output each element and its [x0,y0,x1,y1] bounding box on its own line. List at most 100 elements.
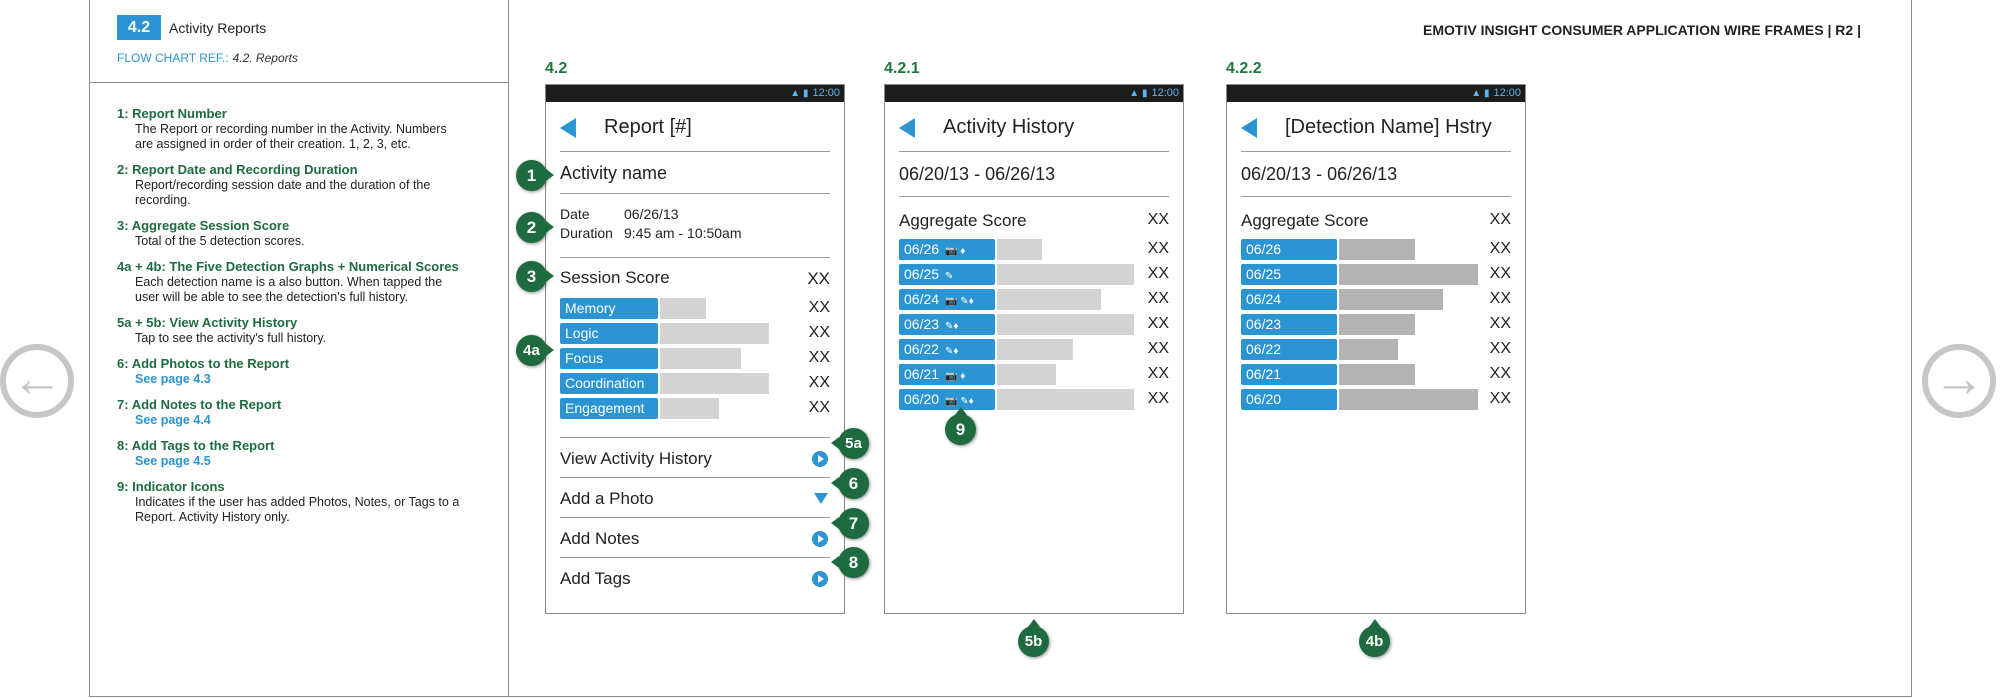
aggregate-value: XX [1489,211,1511,228]
next-page-arrow-icon[interactable]: → [1922,344,1996,418]
callout-6: 6 [831,468,869,499]
back-arrow-icon[interactable] [1241,118,1257,138]
note-item: 5a + 5b: View Activity History Tap to see… [117,315,477,346]
note-text: recording. [135,193,191,207]
date-duration-block: Date 06/26/13 Duration 9:45 am - 10:50am [560,194,830,258]
note-item: 2: Report Date and Recording Duration Rep… [117,162,477,208]
action-row[interactable]: Add Tags [560,558,830,598]
history-bar-track [997,264,1137,285]
detection-button[interactable]: Focus [560,348,658,369]
history-bar [997,389,1134,410]
column-divider [508,0,509,697]
history-row: 06/21 XX [1241,362,1511,387]
detection-bar [660,348,741,369]
detection-bar-track [660,298,800,319]
status-time: 12:00 [1493,87,1521,99]
note-page-link[interactable]: See page 4.3 [135,372,211,386]
note-heading: 1: Report Number [117,106,227,121]
history-score: XX [1147,340,1169,357]
note-page-link[interactable]: See page 4.5 [135,454,211,468]
wifi-battery-icon: ▲ ▮ [1129,88,1148,99]
history-date-button[interactable]: 06/23 ✎♦ [899,314,995,335]
detection-date-range: 06/20/13 - 06/26/13 [1241,164,1398,184]
history-score: XX [1489,390,1511,407]
history-date-button[interactable]: 06/22 [1241,339,1337,360]
history-bar-track [1339,289,1479,310]
history-bar [997,264,1134,285]
history-bar-track [1339,264,1479,285]
status-time: 12:00 [812,87,840,99]
action-label: Add Tags [560,569,631,588]
action-row[interactable]: Add a Photo [560,478,830,518]
history-date-button[interactable]: 06/24 [1241,289,1337,310]
callout-7: 7 [831,508,869,539]
back-arrow-icon[interactable] [560,118,576,138]
row-date: 06/25 [904,266,940,282]
history-bar [1339,239,1415,260]
detection-score: XX [808,399,830,416]
previous-page-arrow-icon[interactable]: ← [0,344,74,418]
history-date-button[interactable]: 06/26 [1241,239,1337,260]
callout-5b: 5b [1018,619,1049,657]
note-item: 3: Aggregate Session Score Total of the 5… [117,218,477,249]
report-title: Report [#] [604,116,692,138]
history-score: XX [1147,390,1169,407]
session-score-value: XX [807,269,830,288]
wifi-battery-icon: ▲ ▮ [790,88,809,99]
go-arrow-icon[interactable] [812,451,828,467]
action-label: Add Notes [560,529,640,548]
history-date-button[interactable]: 06/20 📷 ✎♦ [899,389,995,410]
history-bars: 06/26 📷 ♦ XX 06/25 ✎ XX 06/24 📷 ✎♦ XX 06/23 ✎♦ XX 06… [899,237,1169,412]
detection-row: Logic XX [560,321,830,346]
detection-button[interactable]: Coordination [560,373,658,394]
history-date-button[interactable]: 06/25 ✎ [899,264,995,285]
note-heading: 6: Add Photos to the Report [117,356,290,371]
history-score: XX [1147,240,1169,257]
action-row[interactable]: Add Notes [560,518,830,558]
dropdown-triangle-icon[interactable] [814,493,828,504]
history-date-button[interactable]: 06/21 [1241,364,1337,385]
aggregate-label: Aggregate Score [1241,211,1369,230]
back-arrow-icon[interactable] [899,118,915,138]
history-date-button[interactable]: 06/20 [1241,389,1337,410]
history-score: XX [1147,265,1169,282]
screen-label-detection-history: 4.2.2 [1226,60,1262,77]
history-bar-track [1339,314,1479,335]
history-row: 06/24 XX [1241,287,1511,312]
detection-bars: Memory XX Logic XX Focus XX Coordination XX Enga… [560,296,830,421]
detection-aggregate-row: Aggregate Score XX [1241,211,1511,231]
callout-9: 9 [945,407,976,445]
history-date-button[interactable]: 06/23 [1241,314,1337,335]
go-arrow-icon[interactable] [812,531,828,547]
detection-bar-track [660,398,800,419]
detection-button[interactable]: Engagement [560,398,658,419]
detection-row: Coordination XX [560,371,830,396]
history-row: 06/23 XX [1241,312,1511,337]
row-date: 06/21 [1246,366,1282,382]
report-screen: ▲ ▮ 12:00 Report [#] Activity name Date 06… [545,84,845,614]
history-date-button[interactable]: 06/24 📷 ✎♦ [899,289,995,310]
detection-bar-track [660,348,800,369]
history-date-button[interactable]: 06/22 ✎♦ [899,339,995,360]
header-divider [89,82,509,83]
go-arrow-icon[interactable] [812,571,828,587]
history-bar [1339,389,1478,410]
callout-4a: 4a [516,335,554,366]
date-value: 06/26/13 [624,206,679,222]
history-date-button[interactable]: 06/25 [1241,264,1337,285]
wifi-battery-icon: ▲ ▮ [1471,88,1490,99]
detection-button[interactable]: Logic [560,323,658,344]
note-page-link[interactable]: See page 4.4 [135,413,211,427]
history-date-button[interactable]: 06/26 📷 ♦ [899,239,995,260]
history-bar-track [997,239,1137,260]
row-date: 06/23 [1246,316,1282,332]
activity-history-screen: ▲ ▮ 12:00 Activity History 06/20/13 - 06/… [884,84,1184,614]
indicator-icons: 📷 ✎♦ [945,396,974,407]
history-bar [1339,264,1478,285]
detection-button[interactable]: Memory [560,298,658,319]
action-row[interactable]: View Activity History [560,438,830,478]
history-date-button[interactable]: 06/21 📷 ♦ [899,364,995,385]
note-item: 9: Indicator Icons Indicates if the user … [117,479,477,525]
history-bar [1339,339,1398,360]
history-aggregate-row: Aggregate Score XX [899,211,1169,231]
